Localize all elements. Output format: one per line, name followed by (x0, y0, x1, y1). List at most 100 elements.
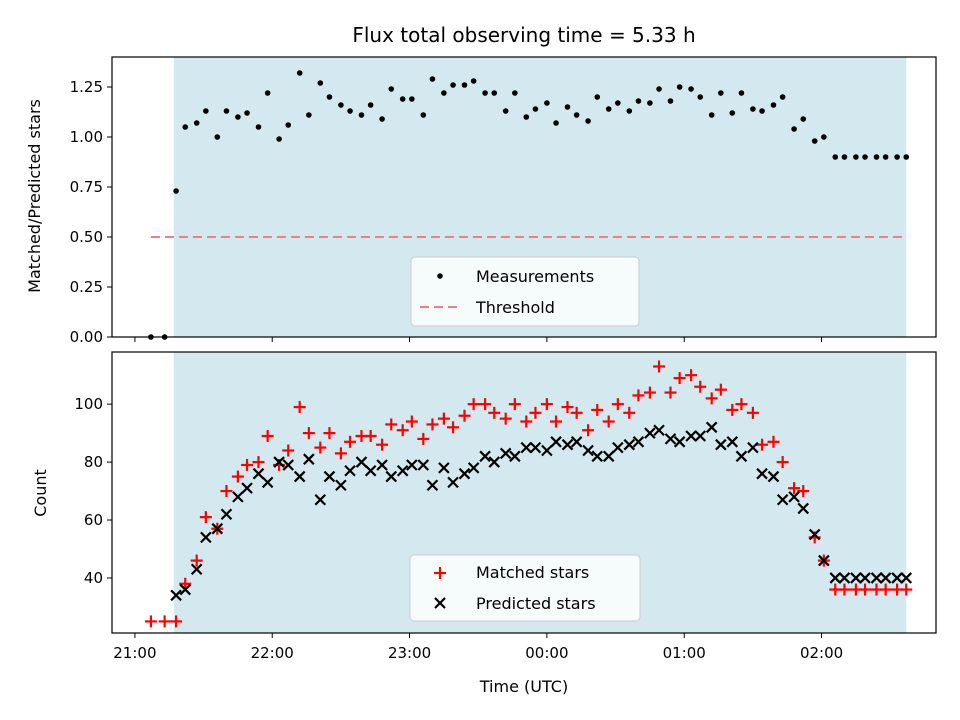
top-y-tick-label: 0.50 (70, 228, 103, 246)
legend-matched-label: Matched stars (476, 563, 589, 582)
measurement-point (399, 96, 406, 102)
predicted-star-point (776, 493, 789, 506)
matched-star-point (499, 412, 512, 425)
matched-star-point (788, 482, 801, 495)
measurement-point (759, 108, 765, 114)
matched-star-point (508, 398, 521, 411)
matched-star-point (376, 438, 389, 451)
matched-star-point (673, 372, 686, 385)
measurement-point (223, 108, 230, 114)
measurement-point (276, 136, 282, 142)
legend-matched-marker (434, 567, 446, 579)
measurement-point (573, 112, 580, 118)
legend-predicted-marker (434, 597, 446, 609)
predicted-star-point (261, 476, 274, 489)
x-tick-label: 00:00 (525, 644, 568, 662)
predicted-star-point (797, 502, 810, 515)
predicted-star-point (735, 450, 748, 463)
matched-star-point (405, 415, 418, 428)
measurement-point (173, 188, 179, 194)
matched-star-point (385, 418, 398, 431)
predicted-star-point (303, 453, 315, 465)
measurement-point (676, 84, 683, 90)
matched-star-point (261, 430, 274, 443)
measurement-point (244, 110, 250, 116)
predicted-star-point (829, 572, 842, 584)
measurement-point (512, 90, 518, 96)
predicted-star-point (232, 491, 244, 503)
bottom-y-ticks: 40 60 80 100 (74, 395, 112, 587)
legend-measurements-marker (437, 273, 443, 279)
matched-star-point (344, 435, 357, 448)
measurement-point (821, 134, 827, 140)
measurement-point (214, 134, 221, 140)
top-axes-frame (111, 56, 937, 338)
measurement-point (544, 100, 550, 106)
measurement-point (708, 112, 715, 118)
measurement-point (523, 114, 530, 120)
predicted-star-point (385, 470, 398, 483)
matched-star-point (653, 360, 666, 373)
matched-star-point (282, 444, 295, 457)
measurement-point (450, 82, 456, 88)
matched-star-point (900, 583, 913, 596)
matched-star-point (220, 485, 233, 498)
matched-star-point (632, 389, 645, 402)
top-y-ticks: 0.00 0.25 0.50 0.75 1.00 1.25 (70, 78, 112, 346)
predicted-star-point (364, 464, 377, 477)
matched-star-point (623, 406, 636, 419)
predicted-star-point (685, 430, 697, 442)
legend-threshold-label: Threshold (475, 298, 555, 317)
predicted-star-point (818, 554, 830, 567)
top-y-tick-label: 0.75 (70, 178, 103, 196)
predicted-star-point (623, 438, 636, 451)
predicted-star-point (632, 436, 645, 448)
predicted-star-point (396, 464, 409, 477)
matched-star-point (520, 415, 533, 428)
predicted-star-point (447, 476, 459, 489)
predicted-star-point (541, 444, 553, 457)
matched-star-point (364, 430, 377, 443)
predicted-star-point (438, 462, 450, 474)
measurement-point (358, 112, 365, 118)
predicted-star-point (561, 438, 574, 451)
matched-star-point (756, 438, 769, 451)
bottom-y-tick-label: 60 (84, 511, 103, 529)
measurement-point (903, 154, 910, 160)
measurement-point (791, 126, 797, 132)
matched-star-point (144, 615, 157, 628)
measurement-point (853, 154, 859, 160)
top-legend: Measurements Threshold (410, 256, 640, 327)
measurement-point (605, 106, 612, 112)
predicted-star-point (726, 436, 739, 448)
predicted-star-point (509, 450, 521, 463)
predicted-star-point (376, 459, 388, 471)
predicted-star-point (293, 470, 306, 483)
predicted-star-point (879, 572, 892, 584)
top-legend-box (410, 256, 640, 327)
measurement-point (862, 154, 868, 160)
measurement-point (532, 106, 539, 112)
matched-star-point (726, 403, 739, 416)
measurement-point (882, 154, 889, 160)
predicted-star-point (355, 456, 368, 468)
predicted-star-point (406, 459, 418, 471)
matched-star-point (591, 403, 604, 416)
measurement-point (296, 70, 303, 76)
bottom-legend-box (409, 554, 641, 622)
predicted-star-point (200, 531, 212, 544)
matched-star-point (314, 441, 327, 454)
matched-star-point (447, 421, 460, 434)
measurement-point (718, 90, 724, 96)
predicted-star-point (344, 464, 356, 477)
measurement-point (841, 154, 848, 160)
predicted-star-point (870, 572, 883, 584)
predicted-star-point (747, 441, 759, 454)
predicted-star-point (529, 441, 542, 454)
predicted-star-point (900, 572, 913, 584)
x-tick-label: 21:00 (113, 644, 156, 662)
matched-star-point (643, 386, 656, 399)
matched-star-point (746, 406, 759, 419)
predicted-star-point (612, 441, 624, 454)
matched-star-point (776, 456, 789, 469)
